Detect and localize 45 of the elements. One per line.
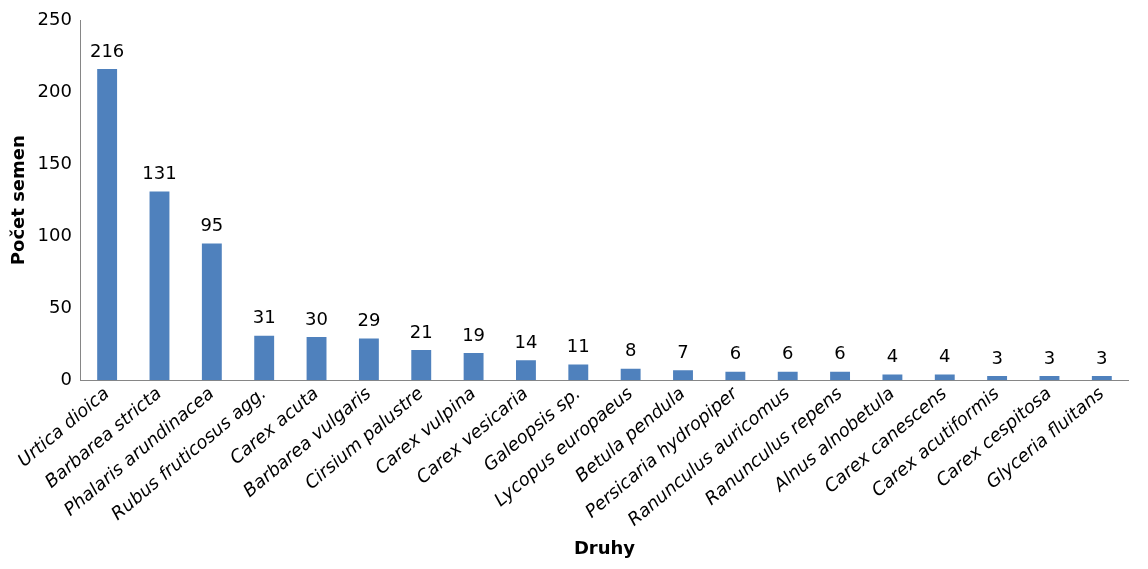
data-label: 7 xyxy=(677,340,689,362)
bar xyxy=(673,370,693,381)
data-label: 3 xyxy=(1043,346,1056,368)
y-tick-label: 0 xyxy=(60,367,72,389)
data-label: 29 xyxy=(357,309,381,331)
bar xyxy=(306,337,327,381)
bar xyxy=(411,350,432,381)
y-tick-label: 250 xyxy=(37,7,72,29)
y-tick-label: 50 xyxy=(49,295,72,317)
data-label: 4 xyxy=(939,345,951,367)
data-label: 11 xyxy=(566,335,590,357)
data-label: 14 xyxy=(514,330,538,352)
data-label: 8 xyxy=(624,339,637,361)
data-label: 95 xyxy=(200,214,224,236)
data-label: 131 xyxy=(142,162,177,184)
bar xyxy=(358,338,379,381)
bar xyxy=(254,335,275,381)
bar xyxy=(987,375,1008,381)
y-tick-label: 150 xyxy=(37,151,72,173)
y-axis-title: Počet semen xyxy=(7,135,29,266)
data-label: 3 xyxy=(991,346,1003,368)
data-label: 4 xyxy=(886,345,899,367)
bar xyxy=(1091,375,1112,381)
bar xyxy=(463,352,484,381)
data-label: 6 xyxy=(781,342,794,364)
data-label: 21 xyxy=(409,320,433,342)
bar xyxy=(725,371,746,381)
data-label: 6 xyxy=(834,342,846,364)
data-label: 3 xyxy=(1096,346,1108,368)
data-label: 6 xyxy=(729,342,742,364)
bar xyxy=(830,371,851,381)
bar xyxy=(777,371,798,381)
x-axis-title: Druhy xyxy=(573,536,636,558)
bar xyxy=(97,69,118,381)
y-tick-label: 200 xyxy=(37,79,72,101)
bar xyxy=(620,368,641,381)
data-label: 216 xyxy=(89,39,125,61)
bar xyxy=(568,364,589,381)
bar xyxy=(149,191,170,381)
data-label: 30 xyxy=(305,307,328,329)
bar xyxy=(201,243,222,381)
y-tick-label: 100 xyxy=(37,223,72,245)
data-label: 31 xyxy=(252,306,276,328)
bar xyxy=(516,360,536,381)
data-label: 19 xyxy=(462,323,486,345)
